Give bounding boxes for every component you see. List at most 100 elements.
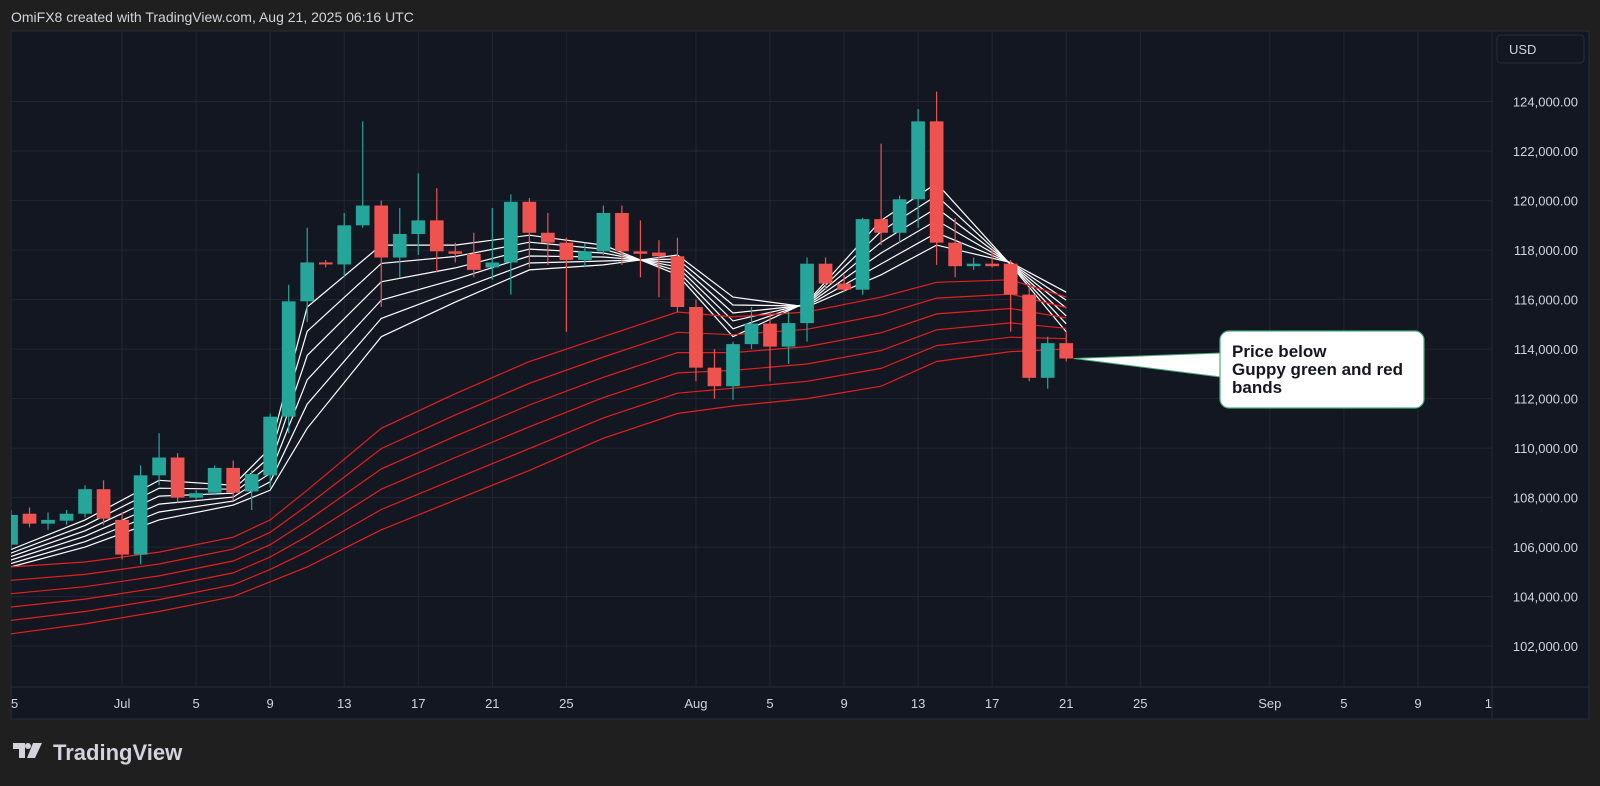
candle-body — [133, 475, 148, 555]
candle-body — [503, 201, 518, 263]
plot — [11, 91, 1074, 635]
candle-body — [707, 367, 722, 387]
x-tick-label: 25 — [4, 696, 18, 711]
candle-body — [244, 474, 259, 492]
candle-body — [633, 251, 648, 254]
candle-body — [911, 121, 925, 200]
candle-body — [837, 283, 851, 290]
candle-body — [59, 513, 74, 521]
axes: 102,000.00 104,000.00 106,000.00 108,000.00… — [4, 95, 1578, 711]
candle-body — [466, 253, 481, 270]
x-tick-label: 21 — [485, 696, 499, 711]
candle-body — [115, 519, 129, 555]
currency[interactable]: USD — [1509, 42, 1536, 57]
candle-body — [929, 121, 944, 243]
y-tick-label: 104,000.00 — [1513, 590, 1578, 605]
candle-body — [170, 457, 185, 498]
candle-body — [522, 201, 537, 233]
candle-body — [337, 225, 352, 265]
guppy-line — [11, 307, 1067, 595]
candle-body — [281, 301, 296, 417]
x-tick-label: 9 — [1414, 696, 1421, 711]
x-tick-label: Jul — [114, 696, 131, 711]
annotation-text: Price below — [1232, 342, 1327, 361]
annotation-text: Guppy green and red — [1232, 360, 1403, 379]
x-tick-label: 5 — [766, 696, 773, 711]
header: OmiFX8 created with TradingView.com, Aug… — [11, 9, 414, 25]
x-tick-label: 5 — [193, 696, 200, 711]
candle-body — [22, 513, 37, 524]
callout-box — [1219, 330, 1425, 409]
candle-body — [874, 219, 888, 233]
x-tick-label: 25 — [1133, 696, 1147, 711]
guppy-line — [11, 348, 1067, 635]
guppy-line — [11, 336, 1067, 621]
x-tick-label: 25 — [559, 696, 573, 711]
candle-body — [541, 232, 555, 243]
candle-body — [818, 263, 833, 284]
candle-body — [152, 457, 166, 476]
candle-body — [392, 233, 407, 258]
candle-body — [11, 514, 18, 545]
candle-body — [300, 262, 315, 302]
candle-body — [948, 242, 962, 267]
logo: TradingView — [13, 740, 183, 765]
candle-body — [226, 467, 240, 493]
candle-body — [1059, 343, 1074, 359]
candle-body — [966, 263, 981, 267]
candle-body — [189, 493, 203, 498]
y-tick-label: 112,000.00 — [1514, 392, 1578, 407]
y-tick-label: 124,000.00 — [1513, 95, 1578, 110]
y-tick-label: 102,000.00 — [1513, 639, 1578, 654]
guppy-line — [11, 279, 1067, 568]
x-tick-label: 17 — [411, 696, 425, 711]
candle-body — [96, 489, 111, 519]
currency-button[interactable] — [1496, 34, 1585, 64]
candle-body — [596, 212, 611, 252]
x-tick-label: Sep — [1258, 696, 1281, 711]
candle-body — [355, 205, 370, 226]
candle-body — [744, 323, 759, 345]
candle-body — [689, 307, 703, 368]
y-tick-label: 114,000.00 — [1514, 342, 1578, 357]
grid — [10, 31, 1493, 687]
candle-body — [1022, 294, 1037, 378]
candle-body — [726, 344, 740, 387]
guppy-line — [11, 244, 1067, 568]
candle-body — [41, 519, 55, 524]
candle-body — [559, 242, 574, 260]
logo-text: TradingView — [53, 740, 183, 765]
candle-body — [652, 252, 666, 257]
x-tick-label: 21 — [1059, 696, 1073, 711]
x-tick-label: Aug — [684, 696, 707, 711]
candle-body — [781, 323, 796, 347]
candle-body — [855, 219, 870, 290]
y-tick-label: 116,000.00 — [1514, 293, 1578, 308]
candle-body — [411, 220, 426, 234]
candle-body — [318, 262, 333, 265]
guppy-line — [11, 293, 1067, 581]
candle-body — [263, 416, 278, 476]
x-tick-label: 13 — [911, 696, 925, 711]
guppy-line — [11, 322, 1067, 608]
y-tick-label: 120,000.00 — [1513, 194, 1578, 209]
x-tick-label: 9 — [267, 696, 274, 711]
candle-body — [800, 263, 814, 324]
y-tick-label: 110,000.00 — [1514, 441, 1578, 456]
x-tick-label: 17 — [985, 696, 999, 711]
x-tick-label: 13 — [1485, 696, 1499, 711]
y-tick-label: 122,000.00 — [1513, 144, 1578, 159]
x-tick-label: 13 — [337, 696, 351, 711]
candle-body — [485, 262, 500, 268]
logo-icon — [13, 743, 42, 758]
candle-body — [374, 205, 389, 258]
y-tick-label: 108,000.00 — [1513, 491, 1578, 506]
candle-body — [78, 489, 92, 514]
annotation-text: bands — [1232, 378, 1282, 397]
y-tick-label: 106,000.00 — [1513, 540, 1578, 555]
candle-body — [429, 220, 444, 252]
candle-body — [207, 467, 222, 493]
